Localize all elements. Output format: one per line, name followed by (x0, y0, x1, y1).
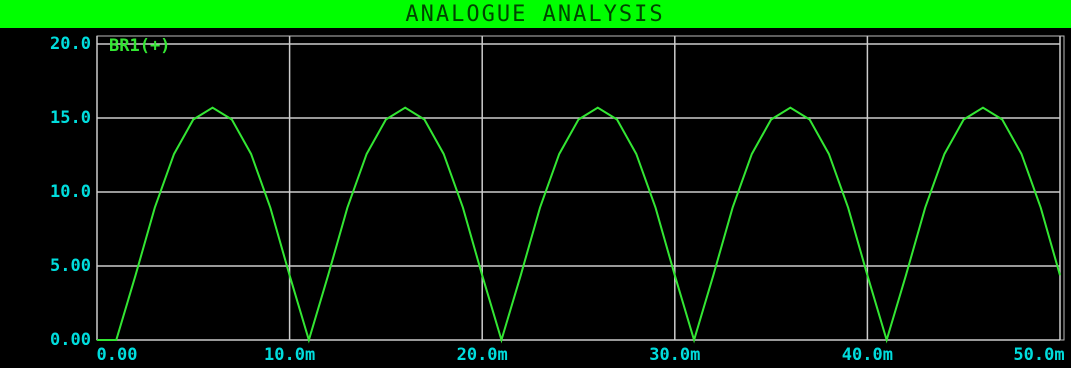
y-tick-label: 10.0 (50, 182, 91, 202)
x-tick-label: 40.0m (842, 345, 893, 365)
y-tick-label: 15.0 (50, 108, 91, 128)
y-tick-label: 20.0 (50, 34, 91, 54)
legend-label: BR1(+) (109, 36, 170, 56)
chart-title: ANALOGUE ANALYSIS (405, 2, 664, 27)
x-tick-label: 10.0m (264, 345, 315, 365)
x-tick-label: 0.00 (97, 345, 138, 365)
title-bar (0, 0, 1071, 28)
y-tick-label: 5.00 (50, 256, 91, 276)
x-tick-label: 20.0m (457, 345, 508, 365)
x-tick-label: 50.0m (1013, 345, 1064, 365)
x-tick-label: 30.0m (649, 345, 700, 365)
y-tick-label: 0.00 (50, 330, 91, 350)
series-line (97, 106, 1061, 344)
